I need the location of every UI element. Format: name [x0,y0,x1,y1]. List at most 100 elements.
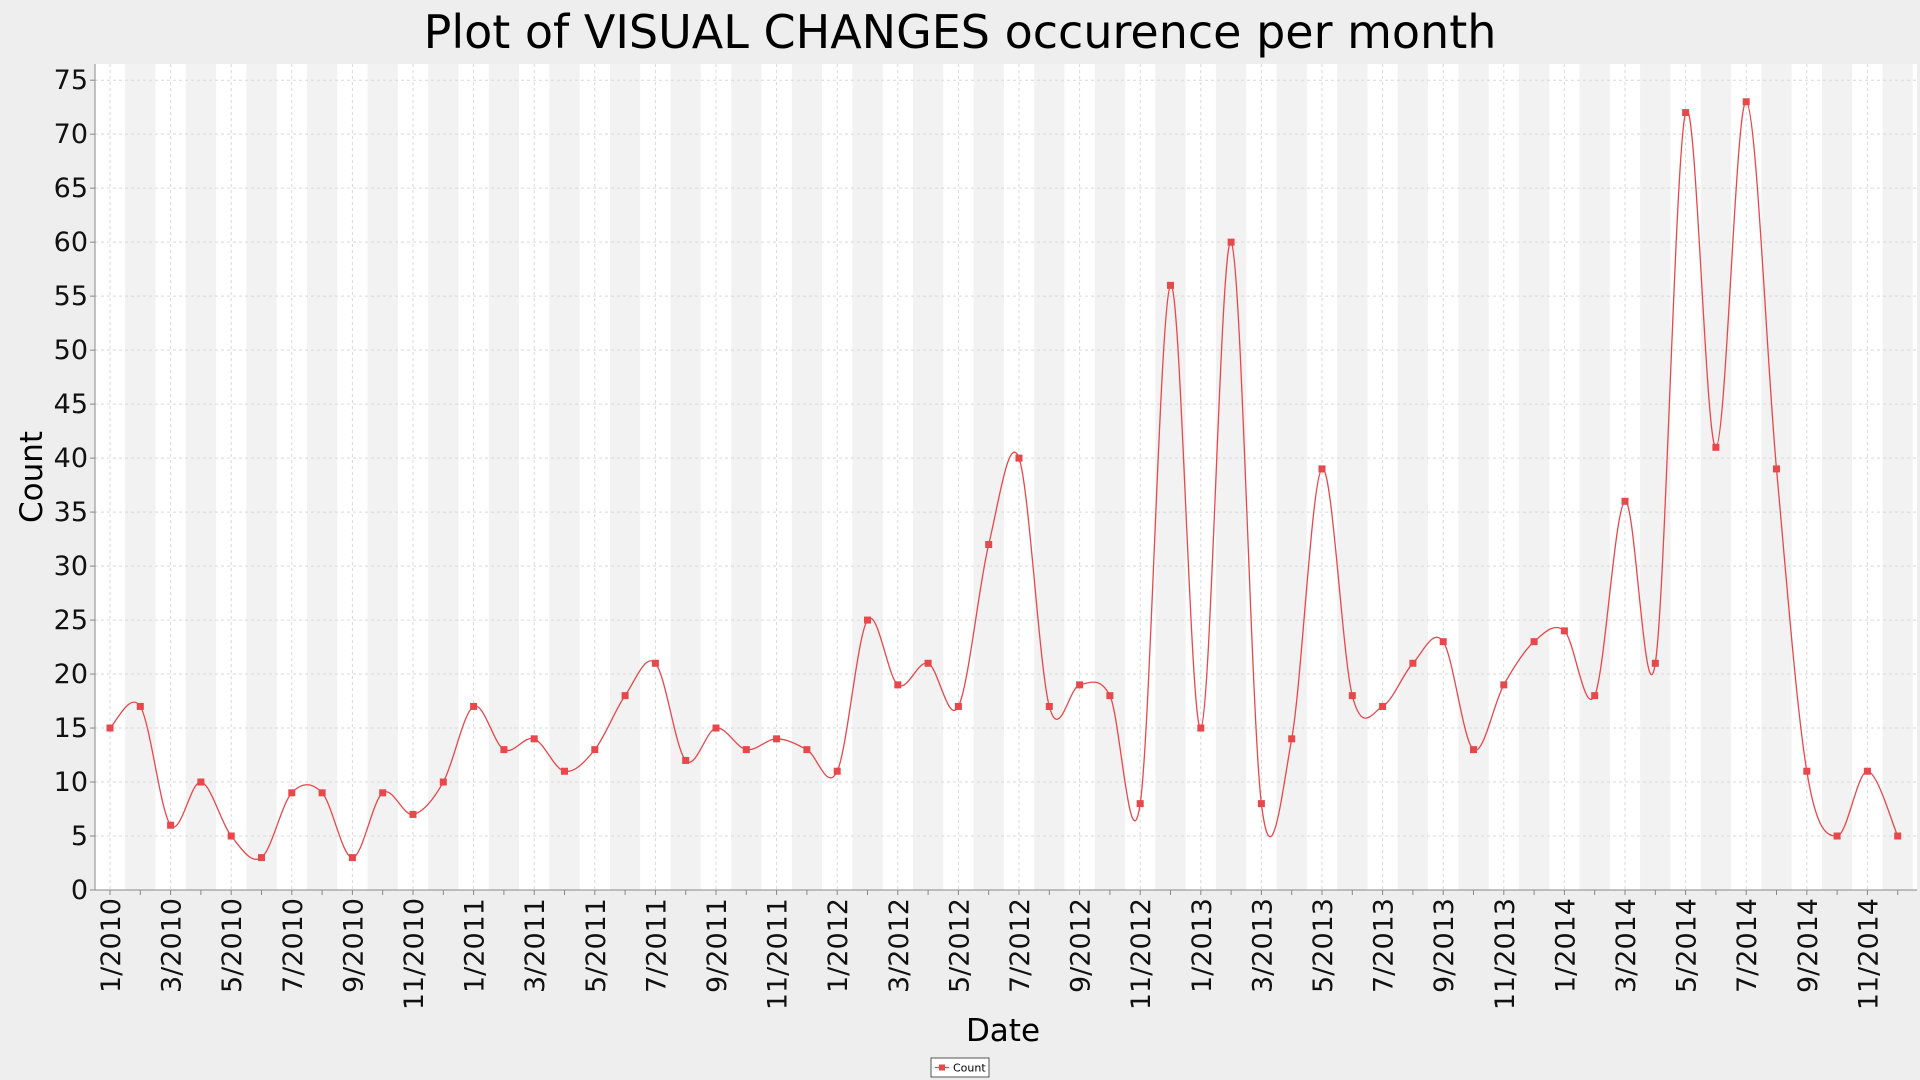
x-tick-label: 9/2012 [1066,898,1097,993]
data-point [379,789,387,797]
y-tick-label: 10 [54,767,88,798]
data-point [1682,109,1690,117]
data-point [1136,800,1144,808]
data-point [1106,692,1114,700]
month-band [1700,64,1732,890]
x-tick-label: 1/2013 [1187,898,1218,993]
month-band [1155,64,1186,890]
x-tick-label: 11/2012 [1126,898,1157,1010]
data-point [1348,692,1356,700]
y-tick-label: 35 [54,497,88,528]
data-point [1227,238,1235,246]
data-point [530,735,538,743]
series-count [106,98,1902,862]
legend-label: Count [953,1062,986,1075]
month-band [1276,64,1307,890]
month-band [367,64,398,890]
data-point [561,767,568,775]
data-point [621,692,629,700]
month-band [428,64,459,890]
x-tick-label: 3/2010 [157,898,188,993]
month-band [1094,64,1126,890]
data-point [1621,497,1629,505]
data-point [1530,638,1538,646]
month-band [609,64,641,890]
data-point [1076,681,1084,689]
data-point [1197,724,1205,732]
y-tick-label: 40 [54,443,88,474]
x-tick-label: 3/2011 [520,898,551,993]
month-band [246,64,277,890]
data-point [1439,638,1447,646]
data-point [591,746,599,754]
x-tick-label: 1/2012 [823,898,854,993]
x-tick-label: 3/2014 [1611,898,1642,993]
month-band [1215,64,1247,890]
y-tick-label: 20 [54,659,88,690]
y-tick-label: 75 [54,65,88,96]
x-tick-label: 5/2011 [581,898,612,993]
data-point [1470,746,1477,754]
data-point [985,540,993,548]
month-band [1397,64,1429,890]
series-line-count [109,101,1899,860]
data-point [1863,767,1871,775]
month-band [549,64,580,890]
month-band [125,64,156,890]
x-tick-label: 1/2014 [1550,898,1581,993]
data-point [1712,443,1720,451]
data-point [106,724,114,732]
data-point [1560,627,1568,635]
y-tick-label: 60 [54,227,88,258]
month-band [1034,64,1065,890]
data-point [136,702,144,710]
x-tick-label: 9/2010 [338,898,369,993]
data-point [1894,832,1902,840]
data-point [470,702,478,710]
x-tick-label: 5/2012 [944,898,975,993]
month-band [852,64,883,890]
data-point [803,746,811,754]
x-tick-label: 5/2010 [217,898,248,993]
x-tick-label: 5/2014 [1672,898,1703,993]
data-point [773,735,781,743]
data-point [318,789,326,797]
x-tick-label: 11/2013 [1490,898,1521,1010]
data-point [1318,465,1326,473]
y-axis-ticks: 0 5 10 15 20 25 30 35 40 45 50 55 60 65 70 75 [54,65,95,906]
y-tick-label: 25 [54,605,88,636]
month-band [1761,64,1792,890]
month-band [185,64,217,890]
data-point [1379,702,1387,710]
legend: Count [930,1057,990,1078]
data-point [409,810,417,818]
x-tick-label: 5/2013 [1308,898,1339,993]
data-point [1651,659,1659,667]
y-tick-label: 5 [71,821,88,852]
data-point [197,778,205,786]
data-point [1409,659,1417,667]
month-band [1518,64,1550,890]
data-point [227,832,235,840]
x-tick-label: 7/2014 [1732,898,1763,993]
data-point [258,854,265,862]
data-point [1742,98,1750,106]
plot-background [95,64,1917,890]
x-tick-label: 7/2011 [641,898,672,993]
x-tick-label: 9/2014 [1793,898,1824,993]
x-tick-label: 11/2014 [1853,898,1884,1010]
data-point [1045,702,1053,710]
y-tick-label: 30 [54,551,88,582]
data-point [651,659,659,667]
data-point [1015,454,1023,462]
x-tick-label: 7/2012 [1005,898,1036,993]
month-band [1579,64,1610,890]
x-tick-label: 11/2011 [763,898,794,1010]
legend-box [930,1057,990,1078]
chart-title: Plot of VISUAL CHANGES occurence per mon… [424,5,1497,59]
data-point [1833,832,1841,840]
data-point [1167,281,1174,289]
data-point [1288,735,1296,743]
y-tick-label: 45 [54,389,88,420]
